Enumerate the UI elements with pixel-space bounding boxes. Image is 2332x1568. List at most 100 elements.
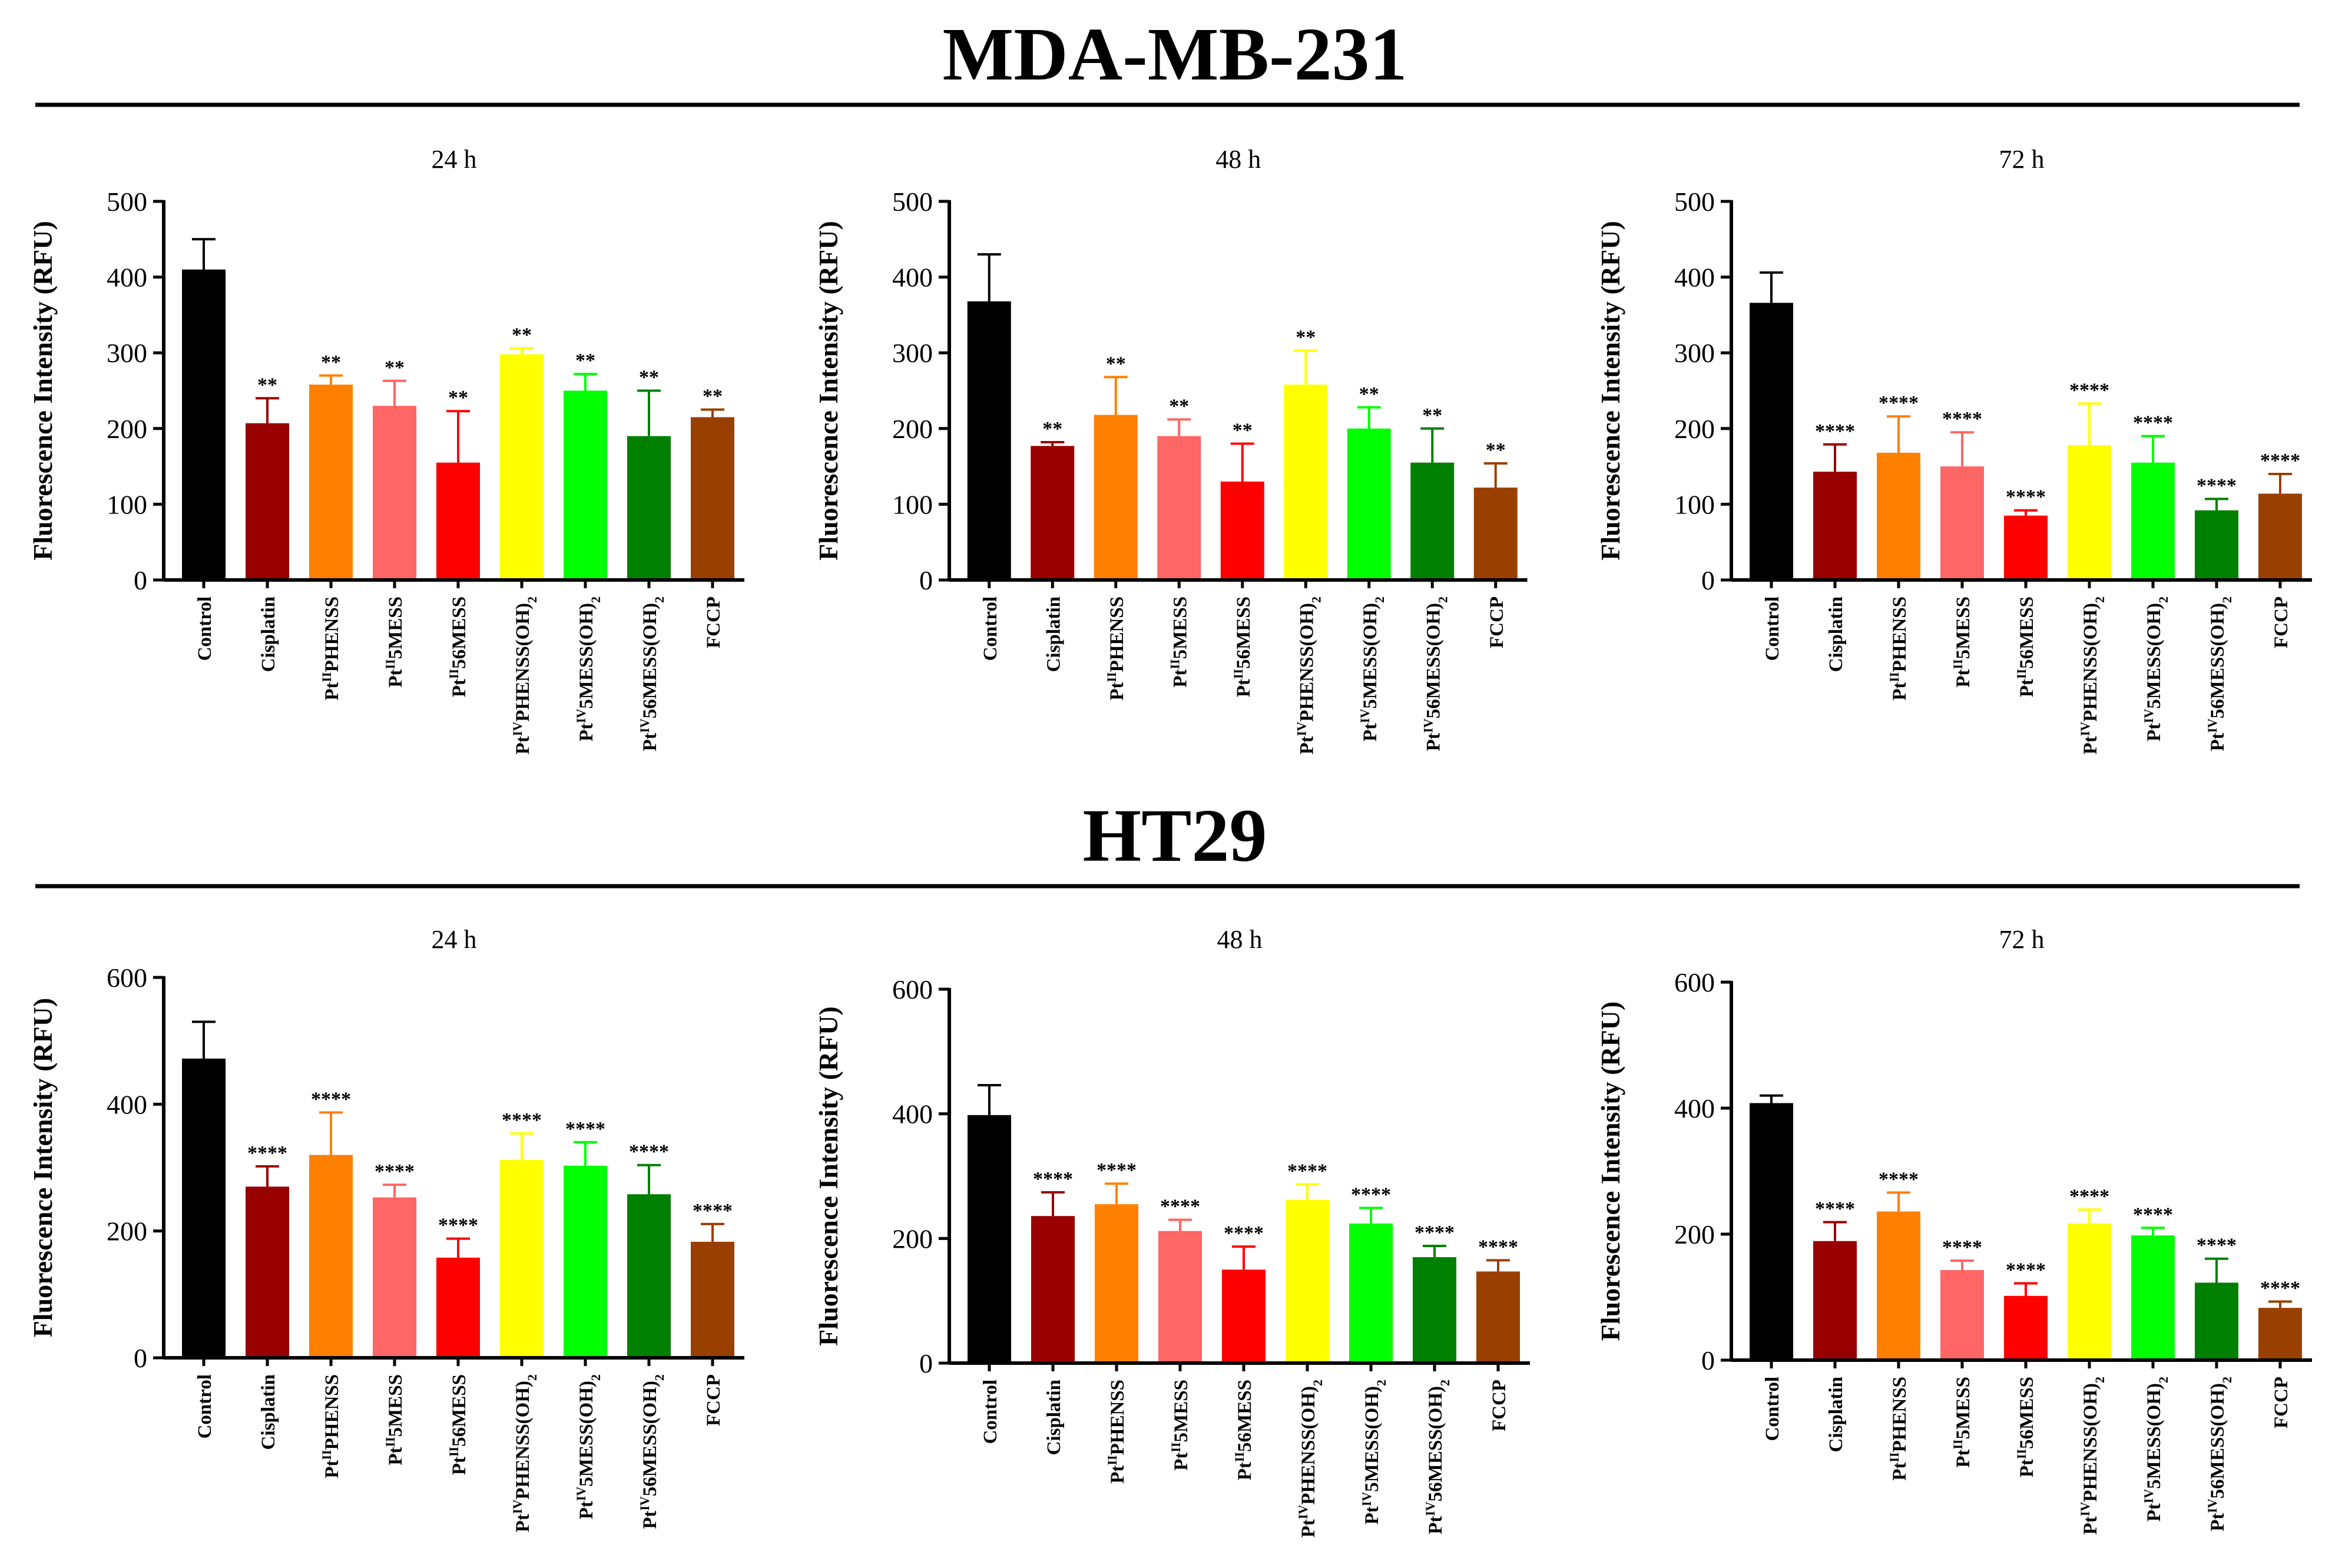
category-superscript: II: [446, 669, 461, 679]
category-name: 56MESS(OH): [2207, 1383, 2228, 1499]
y-tick-label: 200: [892, 414, 933, 444]
category-prefix: Pt: [512, 1514, 534, 1532]
category-superscript: II: [446, 1447, 461, 1457]
bar: [968, 1115, 1011, 1363]
category-tick-label: Control: [194, 1374, 216, 1438]
y-tick-label: 500: [892, 187, 933, 217]
chart-title: 48 h: [1215, 145, 1261, 174]
category-name: PHENSS(OH): [512, 1381, 534, 1500]
category-prefix: Pt: [1234, 1462, 1256, 1480]
significance-label: ****: [2069, 1185, 2109, 1207]
category-superscript: II: [1168, 1442, 1183, 1452]
category-tick-label: PtII5MESS: [1950, 596, 1975, 688]
significance-label: **: [448, 387, 468, 409]
category-name: PHENSS(OH): [1298, 1386, 1319, 1505]
bar: [1413, 1257, 1456, 1363]
category-tick-label: Control: [1762, 1377, 1783, 1441]
significance-label: **: [1042, 418, 1062, 440]
category-name: PHENSS: [322, 1374, 343, 1450]
y-tick-label: 200: [1674, 1219, 1715, 1249]
category-name: 56MESS(OH): [1425, 1386, 1446, 1501]
bar: [1940, 1269, 1984, 1360]
category-name: 56MESS: [1234, 1380, 1256, 1452]
category-superscript: IV: [1294, 722, 1309, 737]
significance-label: ****: [375, 1161, 415, 1182]
chart-panel: 72 h Fluorescence Intensity (RFU) Control *…: [1595, 925, 2312, 1534]
significance-label: ****: [1879, 1168, 1919, 1190]
bar: [2131, 1235, 2175, 1360]
category-tick-label: Cisplatin: [1826, 1377, 1847, 1452]
significance-label: ****: [1942, 1237, 1982, 1258]
y-axis-title: Fluorescence Intensity (RFU): [813, 1006, 843, 1346]
category-superscript: II: [2014, 1449, 2029, 1459]
y-axis-title: Fluorescence Intensity (RFU): [813, 221, 843, 561]
category-prefix: Pt: [385, 669, 406, 687]
category-subscript: 2: [2220, 1377, 2234, 1383]
bar: [1094, 415, 1138, 580]
category-tick-label: PtIV56MESS(OH)2: [637, 596, 667, 751]
category-tick-label: PtIVPHENSS(OH)2: [2078, 596, 2107, 754]
category-tick-label: Control: [194, 596, 216, 661]
category-subscript: 2: [1309, 596, 1323, 603]
significance-label: ****: [2133, 1204, 2173, 1225]
category-tick-label: FCCP: [2271, 596, 2292, 648]
bar: [2068, 1223, 2111, 1360]
bar: [1877, 1211, 1920, 1360]
category-tick-label: PtIVPHENSS(OH)2: [510, 1374, 539, 1532]
significance-label: ****: [1415, 1222, 1455, 1244]
category-tick-label: PtIV56MESS(OH)2: [1423, 1380, 1452, 1534]
y-tick-label: 400: [892, 1099, 933, 1129]
bar: [2004, 515, 2048, 580]
category-tick-label: Cisplatin: [258, 1374, 279, 1450]
category-superscript: IV: [1357, 709, 1372, 724]
category-superscript: IV: [637, 1496, 652, 1511]
category-superscript: IV: [510, 722, 525, 737]
category-prefix: Pt: [640, 733, 661, 751]
category-tick-label: PtIIPHENSS: [1887, 1377, 1911, 1481]
category-tick-label: FCCP: [1489, 1380, 1510, 1431]
bar: [436, 1257, 480, 1358]
y-tick-label: 100: [107, 489, 147, 519]
category-tick-label: PtIVPHENSS(OH)2: [1294, 596, 1323, 754]
category-tick-label: PtIIPHENSS: [319, 596, 343, 701]
category-subscript: 2: [1310, 1380, 1325, 1386]
category-superscript: IV: [1423, 1501, 1437, 1516]
category-prefix: Pt: [2080, 736, 2101, 754]
category-prefix: Pt: [1171, 1452, 1192, 1470]
category-tick-label: Control: [980, 596, 1001, 661]
bar: [627, 1194, 671, 1358]
category-superscript: II: [1230, 669, 1245, 679]
category-prefix: Pt: [576, 723, 597, 741]
category-superscript: IV: [574, 709, 588, 724]
category-name: PHENSS: [1889, 1377, 1910, 1452]
significance-label: ****: [2260, 1277, 2300, 1299]
category-superscript: II: [319, 1450, 334, 1460]
category-tick-label: Control: [980, 1380, 1001, 1444]
significance-label: **: [1233, 420, 1253, 442]
category-superscript: II: [383, 659, 398, 669]
significance-label: **: [1422, 405, 1442, 426]
category-superscript: II: [2014, 669, 2029, 679]
bar: [182, 269, 226, 580]
y-tick-label: 0: [1701, 1345, 1715, 1375]
category-prefix: Pt: [385, 1447, 406, 1465]
bar: [1284, 384, 1328, 580]
bar: [1095, 1204, 1138, 1363]
bar: [2004, 1295, 2048, 1360]
significance-label: ****: [502, 1109, 542, 1131]
bar: [1222, 1269, 1266, 1363]
bar: [246, 423, 289, 580]
bar: [1877, 452, 1920, 580]
y-tick-label: 0: [919, 565, 933, 595]
bar: [373, 406, 416, 580]
category-prefix: Pt: [322, 682, 343, 700]
significance-label: **: [1169, 395, 1189, 417]
category-prefix: Pt: [2207, 1513, 2228, 1531]
chart-title: 24 h: [432, 145, 477, 174]
bar: [2068, 445, 2111, 580]
category-name: 5MESS(OH): [2144, 603, 2165, 709]
bar: [1940, 466, 1984, 580]
bar: [2131, 462, 2175, 580]
bar: [1750, 1103, 1793, 1360]
